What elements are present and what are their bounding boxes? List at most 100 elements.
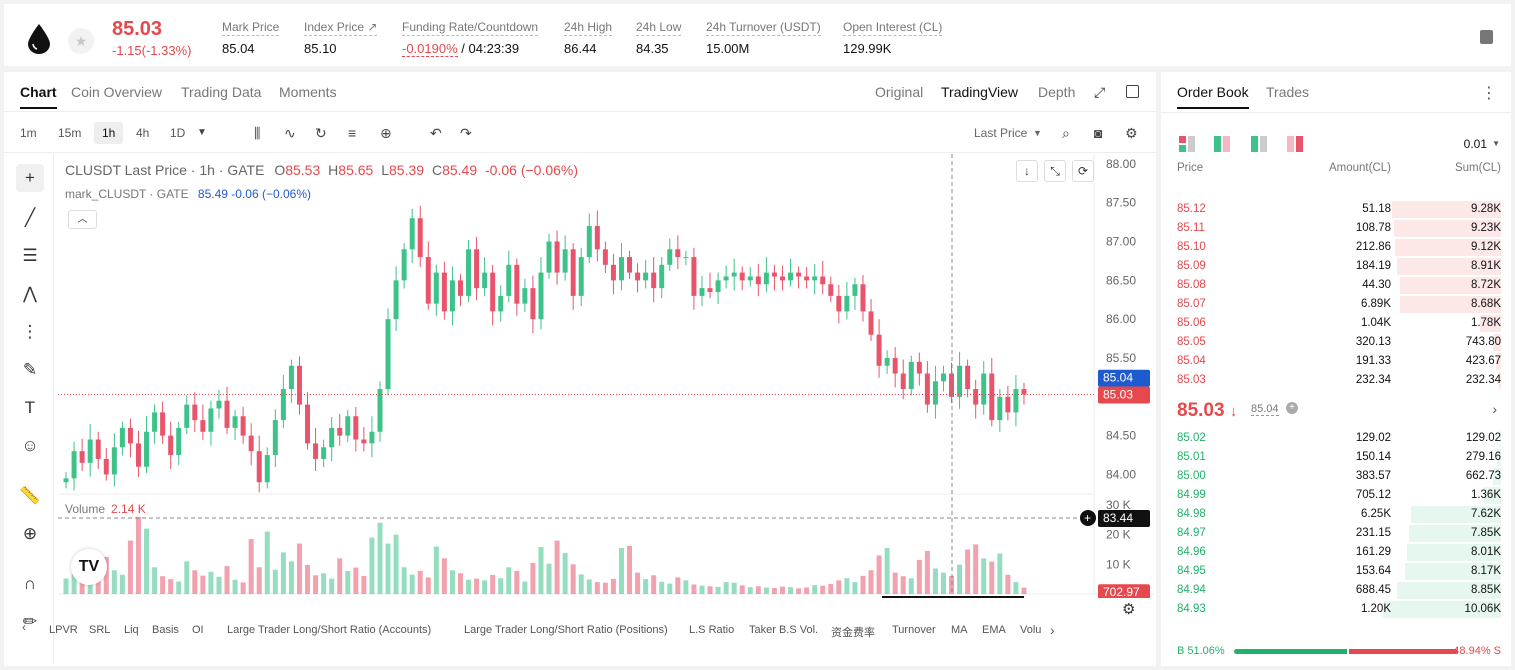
indicator-13[interactable]: Volu: [1020, 624, 1042, 636]
volume-bar: [763, 587, 769, 594]
ask-row[interactable]: 85.09 184.19 8.91K: [1177, 257, 1501, 276]
brush-icon[interactable]: ✎: [22, 360, 38, 379]
layout-asks-icon[interactable]: [1251, 136, 1267, 152]
price-type-chevron-icon[interactable]: ▼: [1033, 128, 1042, 138]
more-options-icon[interactable]: ⋮: [1481, 85, 1497, 102]
book-icon[interactable]: [1480, 30, 1493, 44]
layout-both-icon[interactable]: [1179, 136, 1195, 152]
indicators-icon[interactable]: ∿: [284, 125, 296, 141]
ask-row[interactable]: 85.07 6.89K 8.68K: [1177, 295, 1501, 314]
fib-icon[interactable]: ⋮: [21, 322, 39, 341]
ruler-icon[interactable]: 📏: [19, 486, 41, 505]
indicator-8[interactable]: Taker B.S Vol.: [749, 624, 819, 636]
chart-settings-icon[interactable]: ⚙: [1122, 601, 1136, 618]
indicator-5[interactable]: Large Trader Long/Short Ratio (Accounts): [227, 624, 432, 636]
view-depth[interactable]: Depth: [1038, 84, 1076, 100]
refresh-icon[interactable]: ↻: [315, 125, 327, 141]
favorite-star-icon[interactable]: ★: [68, 28, 94, 54]
precision-chevron-icon[interactable]: ▼: [1492, 139, 1500, 148]
ask-row[interactable]: 85.11 108.78 9.23K: [1177, 219, 1501, 238]
scroll-down-icon[interactable]: ↓: [1016, 160, 1038, 182]
chevron-down-icon[interactable]: ▼: [197, 127, 207, 138]
bid-row[interactable]: 84.93 1.20K 10.06K: [1177, 600, 1501, 619]
horizontal-lines-icon[interactable]: ☰: [22, 246, 38, 265]
indicator-4[interactable]: OI: [192, 624, 204, 636]
list-icon[interactable]: ≡: [348, 125, 357, 141]
add-indicator-icon[interactable]: ⊕: [380, 125, 392, 141]
bid-row[interactable]: 85.00 383.57 662.73: [1177, 467, 1501, 486]
mark-symbol: mark_CLUSDT · GATE: [65, 187, 189, 201]
bid-row[interactable]: 84.96 161.29 8.01K: [1177, 543, 1501, 562]
timeframe-1h[interactable]: 1h: [94, 122, 124, 144]
legend-symbol: CLUSDT Last Price · 1h · GATE: [65, 162, 265, 178]
tab-coin-overview[interactable]: Coin Overview: [71, 84, 163, 100]
tab-trades[interactable]: Trades: [1266, 84, 1310, 100]
collapse-legend-button[interactable]: ︿: [68, 210, 97, 229]
ask-row[interactable]: 85.12 51.18 9.28K: [1177, 200, 1501, 219]
ask-row[interactable]: 85.03 232.34 232.34: [1177, 371, 1501, 390]
tab-moments[interactable]: Moments: [279, 84, 337, 100]
bid-row[interactable]: 85.01 150.14 279.16: [1177, 448, 1501, 467]
indicator-7[interactable]: L.S Ratio: [689, 624, 735, 636]
candle-type-icon[interactable]: ⫼: [254, 125, 261, 141]
trendline-icon[interactable]: ╱: [24, 208, 36, 227]
text-icon[interactable]: T: [24, 398, 36, 417]
indicator-12[interactable]: EMA: [982, 624, 1006, 636]
bid-row[interactable]: 85.02 129.02 129.02: [1177, 429, 1501, 448]
indicator-9[interactable]: 资金费率: [831, 627, 875, 639]
expand-icon[interactable]: ⤢: [1094, 84, 1106, 100]
price-chart[interactable]: 88.0087.5087.0086.5086.0085.5085.0084.50…: [58, 154, 1154, 598]
ask-row[interactable]: 85.04 191.33 423.67: [1177, 352, 1501, 371]
pattern-icon[interactable]: ⋀: [23, 284, 37, 303]
timeframe-15m[interactable]: 15m: [58, 126, 82, 140]
undo-icon[interactable]: ↶: [430, 125, 442, 141]
chevron-left-icon[interactable]: ‹: [22, 620, 26, 634]
candle-body: [103, 458, 109, 475]
view-original[interactable]: Original: [875, 84, 924, 100]
gear-icon[interactable]: ⚙: [1125, 125, 1138, 141]
pencil-lock-icon[interactable]: ✏: [22, 612, 38, 631]
ask-row[interactable]: 85.05 320.13 743.80: [1177, 333, 1501, 352]
indicator-1[interactable]: SRL: [89, 624, 111, 636]
bid-row[interactable]: 84.94 688.45 8.85K: [1177, 581, 1501, 600]
ask-row[interactable]: 85.08 44.30 8.72K: [1177, 276, 1501, 295]
emoji-icon[interactable]: ☺: [21, 436, 39, 455]
indicator-11[interactable]: MA: [951, 624, 968, 636]
volume-bar: [240, 582, 246, 594]
redo-icon[interactable]: ↷: [460, 125, 472, 141]
ask-row[interactable]: 85.10 212.86 9.12K: [1177, 238, 1501, 257]
timeframe-4h[interactable]: 4h: [136, 126, 150, 140]
chevron-right-icon[interactable]: ›: [1050, 622, 1055, 638]
tab-order-book[interactable]: Order Book: [1177, 84, 1249, 109]
indicator-0[interactable]: LPVR: [49, 624, 78, 636]
layout-sells-icon[interactable]: [1287, 136, 1303, 152]
bid-row[interactable]: 84.99 705.12 1.36K: [1177, 486, 1501, 505]
bid-price: 85.01: [1177, 451, 1206, 463]
ask-price: 85.11: [1177, 222, 1205, 234]
indicator-3[interactable]: Basis: [152, 624, 179, 636]
price-type-select[interactable]: Last Price: [974, 126, 1028, 140]
indicator-10[interactable]: Turnover: [892, 624, 936, 636]
crosshair-icon[interactable]: +: [16, 164, 44, 192]
tab-trading-data[interactable]: Trading Data: [181, 84, 262, 100]
magnet-icon[interactable]: ∩: [23, 574, 37, 593]
search-icon[interactable]: ⌕: [1062, 125, 1070, 141]
view-tradingview[interactable]: TradingView: [941, 84, 1019, 100]
bid-row[interactable]: 84.98 6.25K 7.62K: [1177, 505, 1501, 524]
indicator-2[interactable]: Liq: [124, 624, 139, 636]
indicator-6[interactable]: Large Trader Long/Short Ratio (Positions…: [464, 624, 668, 636]
bid-row[interactable]: 84.97 231.15 7.85K: [1177, 524, 1501, 543]
chevron-right-icon[interactable]: ›: [1492, 401, 1497, 417]
sync-icon[interactable]: ⟳: [1072, 160, 1094, 182]
timeframe-1m[interactable]: 1m: [20, 126, 37, 140]
bid-row[interactable]: 84.95 153.64 8.17K: [1177, 562, 1501, 581]
ask-row[interactable]: 85.06 1.04K 1.78K: [1177, 314, 1501, 333]
precision-select[interactable]: 0.01: [1463, 137, 1487, 151]
layout-bids-icon[interactable]: [1214, 136, 1230, 152]
window-icon[interactable]: [1126, 85, 1139, 98]
timeframe-1d[interactable]: 1D: [170, 126, 186, 140]
tab-chart[interactable]: Chart: [20, 84, 57, 109]
collapse-arrows-icon[interactable]: ⤡: [1044, 160, 1066, 182]
camera-icon[interactable]: ◙: [1094, 125, 1103, 141]
zoom-in-icon[interactable]: ⊕: [22, 524, 38, 543]
